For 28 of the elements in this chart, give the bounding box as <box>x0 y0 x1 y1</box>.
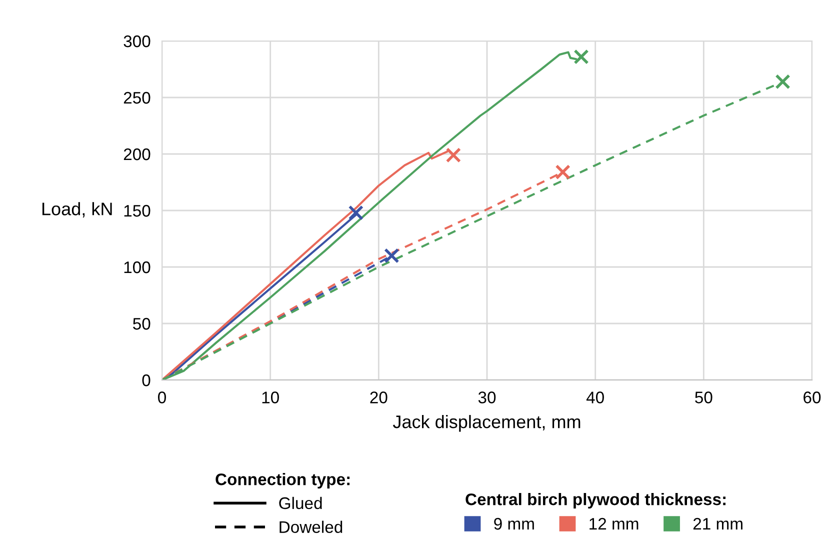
y-tick-label: 250 <box>124 92 150 104</box>
legend-label: 21 mm <box>693 518 742 530</box>
y-axis-title: Load, kN <box>42 202 112 218</box>
y-tick-label: 200 <box>124 148 150 160</box>
text: Doweled <box>280 520 342 533</box>
x-tick-label: 20 <box>370 392 388 404</box>
legend-title: Central birch plywood thickness: <box>466 493 726 509</box>
x-tick-label: 0 <box>158 392 166 404</box>
y-tick-label: 300 <box>124 35 150 48</box>
y-tick-label: 100 <box>124 261 150 274</box>
point <box>384 248 400 264</box>
text: Connection type: <box>216 473 350 489</box>
point <box>555 164 570 180</box>
point <box>348 205 364 220</box>
x-tick-label: 40 <box>586 392 604 404</box>
y-tick-label: 150 <box>124 204 150 217</box>
x-tick-label: 10 <box>262 392 279 404</box>
y-tick-label: 0 <box>142 374 150 386</box>
text: Glued <box>279 496 322 510</box>
x-tick-label: 60 <box>804 392 821 404</box>
point <box>446 148 462 163</box>
x-axis-title: Jack displacement, mm <box>392 414 580 432</box>
legend-label: 9 mm <box>494 518 534 530</box>
x-tick-label: 50 <box>695 392 712 404</box>
x-tick-label: 30 <box>478 392 496 404</box>
y-tick-label: 50 <box>133 318 150 330</box>
legend-label: 12 mm <box>590 518 638 530</box>
point <box>775 74 790 90</box>
